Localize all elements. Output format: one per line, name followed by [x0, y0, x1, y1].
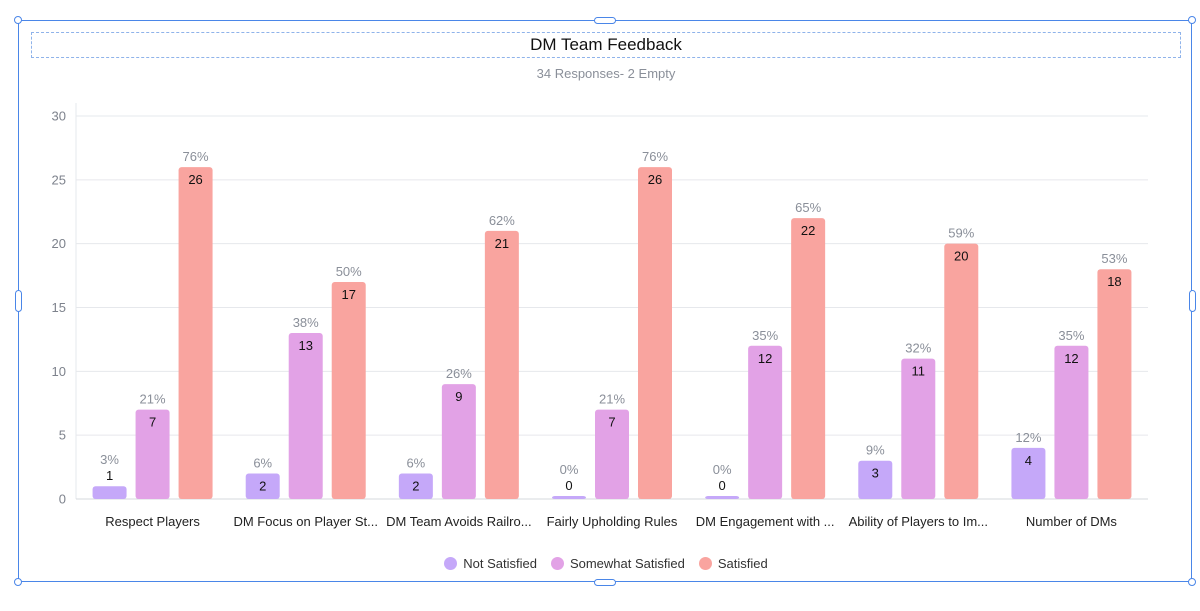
bar-percent-label: 21% — [140, 392, 166, 407]
bar — [135, 409, 170, 499]
bar-percent-label: 0% — [560, 462, 579, 477]
bar — [441, 384, 476, 499]
legend-label: Not Satisfied — [463, 556, 537, 571]
bar-value-label: 18 — [1107, 274, 1121, 289]
y-tick-label: 20 — [52, 236, 66, 251]
bar-value-label: 26 — [188, 172, 202, 187]
chart-title-box[interactable]: DM Team Feedback — [31, 32, 1181, 58]
x-category-label: DM Focus on Player St... — [233, 514, 378, 529]
bar — [705, 496, 740, 499]
bar-percent-label: 38% — [293, 315, 319, 330]
bar — [552, 496, 586, 499]
bar — [92, 486, 127, 499]
bar — [331, 281, 366, 499]
bar-percent-label: 50% — [336, 264, 362, 279]
bar-value-label: 13 — [298, 338, 312, 353]
bar — [245, 473, 280, 499]
y-tick-label: 25 — [52, 172, 66, 187]
bar-percent-label: 32% — [905, 341, 931, 356]
bar-value-label: 12 — [1064, 351, 1078, 366]
x-category-label: Respect Players — [105, 514, 200, 529]
resize-handle-left[interactable] — [15, 290, 22, 312]
legend-swatch — [550, 557, 564, 570]
bar-percent-label: 59% — [948, 226, 974, 241]
bar — [484, 230, 519, 499]
bar — [791, 218, 826, 499]
bar-percent-label: 6% — [253, 455, 272, 470]
bar — [858, 460, 893, 499]
bar-percent-label: 12% — [1015, 430, 1041, 445]
bar-value-label: 21 — [495, 236, 509, 251]
chart-legend: Not Satisfied Somewhat Satisfied Satisfied — [0, 556, 1200, 571]
bar-percent-label: 76% — [642, 149, 668, 164]
bar-value-label: 26 — [648, 172, 662, 187]
y-tick-label: 5 — [59, 428, 66, 443]
bar — [944, 243, 979, 499]
resize-handle-top[interactable] — [594, 17, 616, 24]
bar-value-label: 0 — [719, 478, 726, 493]
bar-percent-label: 26% — [446, 366, 472, 381]
bar-value-label: 4 — [1025, 453, 1032, 468]
x-category-label: Fairly Upholding Rules — [547, 514, 678, 529]
bar — [1054, 345, 1089, 499]
y-tick-label: 15 — [52, 300, 66, 315]
bar-value-label: 2 — [259, 478, 266, 493]
bar-percent-label: 21% — [599, 392, 625, 407]
y-tick-label: 30 — [52, 109, 66, 124]
y-tick-label: 0 — [59, 492, 66, 507]
bar-value-label: 12 — [758, 351, 772, 366]
bar-value-label: 1 — [106, 468, 113, 483]
x-category-label: DM Engagement with ... — [696, 514, 835, 529]
bar — [595, 409, 629, 499]
chart-subtitle: 34 Responses- 2 Empty — [536, 66, 676, 81]
legend-swatch — [444, 557, 458, 570]
bar-value-label: 9 — [455, 389, 462, 404]
x-category-label: DM Team Avoids Railro... — [386, 514, 531, 529]
resize-handle-bottom-left[interactable] — [14, 578, 22, 586]
bar-percent-label: 53% — [1101, 251, 1127, 266]
resize-handle-top-right[interactable] — [1188, 16, 1196, 24]
bar — [398, 473, 433, 499]
bar-percent-label: 0% — [713, 462, 732, 477]
bar — [1097, 269, 1132, 499]
bar — [901, 358, 936, 499]
bar-percent-label: 6% — [406, 455, 425, 470]
bar-value-label: 2 — [412, 478, 419, 493]
bar-value-label: 0 — [565, 478, 572, 493]
resize-handle-bottom[interactable] — [594, 579, 616, 586]
bar-value-label: 7 — [149, 415, 156, 430]
resize-handle-right[interactable] — [1189, 290, 1196, 312]
bar-percent-label: 76% — [183, 149, 209, 164]
bar-value-label: 22 — [801, 223, 815, 238]
bar-value-label: 7 — [608, 415, 615, 430]
legend-item[interactable]: Not Satisfied — [444, 556, 537, 571]
x-category-label: Number of DMs — [1026, 514, 1118, 529]
x-category-label: Ability of Players to Im... — [849, 514, 988, 529]
bar-value-label: 11 — [912, 364, 926, 379]
legend-swatch — [698, 557, 712, 570]
bar-percent-label: 35% — [752, 328, 778, 343]
bar-value-label: 17 — [341, 287, 355, 302]
y-tick-label: 10 — [52, 364, 66, 379]
bar — [638, 167, 672, 500]
bar-percent-label: 35% — [1058, 328, 1084, 343]
bar — [288, 333, 323, 499]
legend-item[interactable]: Satisfied — [698, 556, 768, 571]
bar-percent-label: 3% — [100, 452, 119, 467]
bar — [178, 167, 213, 500]
bar-value-label: 3 — [872, 466, 879, 481]
legend-item[interactable]: Somewhat Satisfied — [550, 556, 685, 571]
bar-percent-label: 65% — [795, 200, 821, 215]
chart-title: DM Team Feedback — [530, 35, 682, 54]
legend-label: Satisfied — [717, 556, 768, 571]
resize-handle-top-left[interactable] — [14, 16, 22, 24]
resize-handle-bottom-right[interactable] — [1188, 578, 1196, 586]
bar — [748, 345, 783, 499]
bar-percent-label: 9% — [866, 443, 885, 458]
bar — [1011, 447, 1046, 499]
bar-percent-label: 62% — [489, 213, 515, 228]
bar-value-label: 20 — [954, 249, 968, 264]
legend-label: Somewhat Satisfied — [569, 556, 685, 571]
